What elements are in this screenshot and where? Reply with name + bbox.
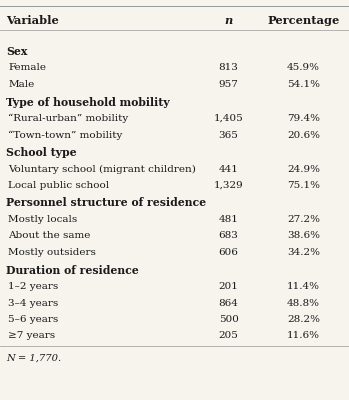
Text: 11.4%: 11.4% xyxy=(287,282,320,291)
Text: Voluntary school (migrant children): Voluntary school (migrant children) xyxy=(8,164,196,174)
Text: 48.8%: 48.8% xyxy=(287,298,320,308)
Text: 683: 683 xyxy=(219,232,238,240)
Text: Percentage: Percentage xyxy=(267,14,340,26)
Text: “Town-town” mobility: “Town-town” mobility xyxy=(8,130,122,140)
Text: 79.4%: 79.4% xyxy=(287,114,320,123)
Text: 1–2 years: 1–2 years xyxy=(8,282,59,291)
Text: Female: Female xyxy=(8,64,46,72)
Text: 38.6%: 38.6% xyxy=(287,232,320,240)
Text: 11.6%: 11.6% xyxy=(287,332,320,340)
Text: 20.6%: 20.6% xyxy=(287,130,320,140)
Text: 34.2%: 34.2% xyxy=(287,248,320,257)
Text: Duration of residence: Duration of residence xyxy=(6,264,139,276)
Text: Type of household mobility: Type of household mobility xyxy=(6,96,170,108)
Text: N = 1,770.: N = 1,770. xyxy=(6,354,61,362)
Text: 957: 957 xyxy=(219,80,238,89)
Text: Variable: Variable xyxy=(6,14,59,26)
Text: Male: Male xyxy=(8,80,35,89)
Text: ≥7 years: ≥7 years xyxy=(8,332,55,340)
Text: Sex: Sex xyxy=(6,46,28,57)
Text: 1,405: 1,405 xyxy=(214,114,244,123)
Text: 54.1%: 54.1% xyxy=(287,80,320,89)
Text: Local public school: Local public school xyxy=(8,181,109,190)
Text: Personnel structure of residence: Personnel structure of residence xyxy=(6,198,206,208)
Text: 3–4 years: 3–4 years xyxy=(8,298,59,308)
Text: 365: 365 xyxy=(219,130,238,140)
Text: 864: 864 xyxy=(219,298,238,308)
Text: 813: 813 xyxy=(219,64,238,72)
Text: Mostly locals: Mostly locals xyxy=(8,215,77,224)
Text: 27.2%: 27.2% xyxy=(287,215,320,224)
Text: School type: School type xyxy=(6,147,77,158)
Text: 201: 201 xyxy=(219,282,238,291)
Text: 75.1%: 75.1% xyxy=(287,181,320,190)
Text: 441: 441 xyxy=(219,164,238,174)
Text: 28.2%: 28.2% xyxy=(287,315,320,324)
Text: 606: 606 xyxy=(219,248,238,257)
Text: About the same: About the same xyxy=(8,232,91,240)
Text: 45.9%: 45.9% xyxy=(287,64,320,72)
Text: 205: 205 xyxy=(219,332,238,340)
Text: 24.9%: 24.9% xyxy=(287,164,320,174)
Text: n: n xyxy=(224,14,233,26)
Text: 5–6 years: 5–6 years xyxy=(8,315,59,324)
Text: “Rural-urban” mobility: “Rural-urban” mobility xyxy=(8,114,128,123)
Text: 500: 500 xyxy=(219,315,238,324)
Text: 1,329: 1,329 xyxy=(214,181,244,190)
Text: Mostly outsiders: Mostly outsiders xyxy=(8,248,96,257)
Text: 481: 481 xyxy=(219,215,238,224)
